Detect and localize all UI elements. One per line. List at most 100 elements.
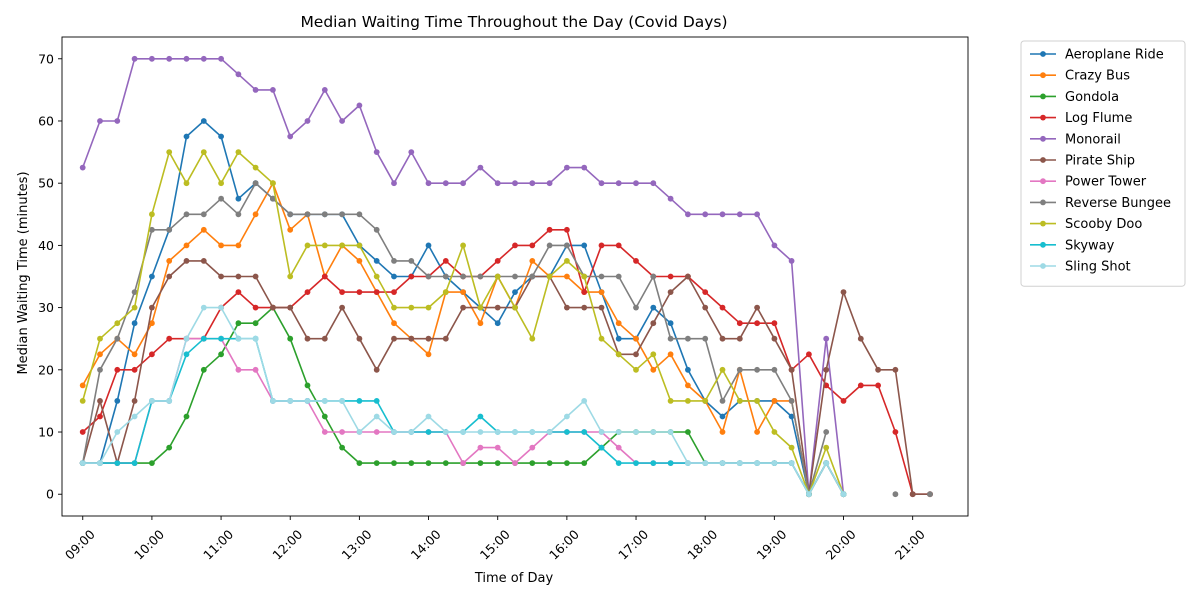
data-point: [425, 335, 432, 342]
data-point: [512, 242, 518, 249]
data-point: [408, 460, 415, 466]
data-point: [114, 366, 121, 373]
data-point: [667, 273, 674, 280]
data-point: [771, 320, 778, 327]
legend-item: Log Flume: [1030, 111, 1132, 126]
data-point: [892, 429, 899, 435]
data-point: [494, 273, 501, 280]
series-3: [79, 226, 933, 498]
data-point: [304, 398, 311, 404]
data-point: [598, 242, 605, 249]
data-point: [771, 335, 778, 342]
data-point: [615, 180, 622, 187]
data-point: [97, 413, 103, 420]
data-point: [218, 55, 225, 62]
data-point: [304, 242, 311, 249]
data-point: [581, 460, 588, 466]
data-point: [373, 460, 380, 466]
data-point: [166, 149, 173, 156]
data-point: [598, 335, 605, 342]
y-tick-label: 20: [38, 362, 54, 377]
data-point: [218, 195, 225, 202]
data-point: [391, 258, 397, 264]
data-point: [149, 55, 155, 62]
y-axis-label: Median Waiting Time (minutes): [16, 171, 31, 374]
data-point: [529, 242, 536, 249]
data-point: [460, 180, 466, 187]
data-point: [788, 258, 795, 264]
data-point: [166, 258, 173, 264]
data-point: [529, 273, 536, 280]
data-point: [442, 460, 449, 466]
data-point: [235, 366, 242, 373]
data-point: [754, 398, 760, 404]
data-point: [166, 398, 173, 404]
data-point: [650, 180, 657, 187]
x-tick-label: 12:00: [269, 527, 305, 563]
data-point: [235, 273, 242, 280]
data-point: [736, 366, 743, 373]
data-point: [615, 460, 622, 466]
data-point: [408, 258, 415, 264]
series-line: [82, 306, 845, 496]
data-point: [460, 304, 466, 311]
data-point: [339, 398, 345, 404]
data-point: [512, 304, 518, 311]
data-point: [736, 460, 743, 466]
data-point: [442, 273, 449, 280]
x-tick-label: 10:00: [131, 527, 167, 563]
data-point: [235, 242, 242, 249]
legend-label: Reverse Bungee: [1065, 196, 1171, 211]
data-point: [667, 351, 674, 358]
data-point: [598, 180, 605, 187]
legend-box: [1020, 40, 1186, 287]
x-tick-label: 21:00: [892, 527, 928, 563]
data-point: [408, 429, 415, 435]
data-point: [373, 226, 380, 233]
data-point: [131, 55, 138, 62]
data-point: [702, 460, 709, 466]
data-point: [719, 398, 726, 404]
data-point: [183, 180, 190, 187]
data-point: [287, 273, 294, 280]
data-point: [615, 444, 622, 451]
data-point: [339, 444, 345, 451]
data-point: [321, 429, 328, 435]
data-point: [149, 320, 155, 327]
series-5: [79, 258, 933, 498]
data-point: [321, 242, 328, 249]
data-point: [754, 304, 760, 311]
x-tick-label: 17:00: [615, 527, 651, 563]
data-point: [667, 289, 674, 295]
data-point: [442, 429, 449, 435]
data-point: [79, 164, 86, 171]
data-point: [823, 366, 830, 373]
data-point: [218, 273, 225, 280]
data-point: [460, 429, 466, 435]
data-point: [391, 335, 397, 342]
legend-label: Sling Shot: [1065, 260, 1131, 275]
data-point: [131, 413, 138, 420]
data-point: [270, 304, 276, 311]
data-point: [183, 335, 190, 342]
data-point: [304, 289, 311, 295]
data-point: [200, 304, 207, 311]
data-point: [546, 242, 553, 249]
data-point: [218, 335, 225, 342]
data-point: [235, 335, 242, 342]
y-tick-label: 30: [38, 300, 54, 315]
data-point: [287, 211, 294, 218]
data-point: [771, 429, 778, 435]
data-point: [564, 460, 570, 466]
legend-label: Log Flume: [1065, 111, 1132, 126]
data-point: [633, 180, 639, 187]
data-point: [788, 398, 795, 404]
data-point: [598, 444, 605, 451]
x-tick-label: 20:00: [823, 527, 859, 563]
y-tick-label: 0: [46, 487, 54, 502]
data-point: [529, 429, 536, 435]
legend-item: Sling Shot: [1030, 260, 1131, 275]
data-point: [235, 320, 242, 327]
data-point: [494, 258, 501, 264]
data-point: [79, 398, 86, 404]
